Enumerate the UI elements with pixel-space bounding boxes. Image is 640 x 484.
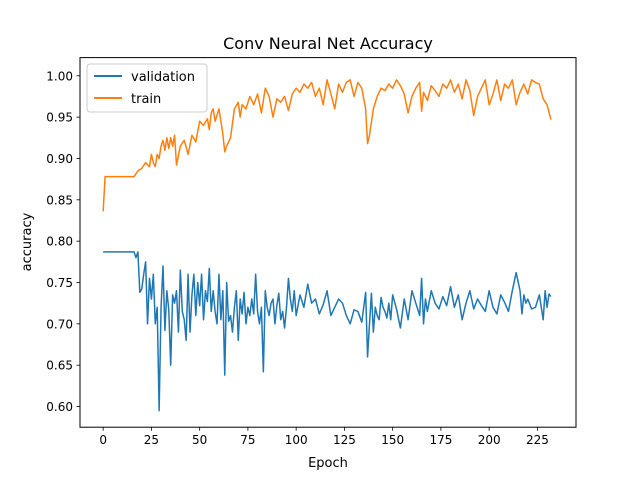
x-tick-label: 0 (99, 433, 107, 447)
y-tick-label: 0.60 (46, 400, 73, 414)
x-axis-label: Epoch (308, 456, 348, 471)
y-axis-label: accuracy (20, 212, 35, 271)
plot-frame (79, 57, 577, 428)
y-tick-label: 0.85 (46, 193, 73, 207)
x-tick-label: 125 (333, 433, 356, 447)
x-axis: 0 25 50 75 100 125 150 175 200 225 (99, 427, 549, 447)
y-tick-label: 0.75 (46, 276, 73, 290)
y-tick-label: 0.80 (46, 235, 73, 249)
y-tick-label: 0.95 (46, 111, 73, 125)
legend: validation train (86, 63, 208, 113)
legend-label-validation: validation (131, 70, 195, 85)
x-tick-label: 150 (381, 433, 404, 447)
chart-title: Conv Neural Net Accuracy (223, 34, 433, 53)
x-tick-label: 75 (240, 433, 255, 447)
x-tick-label: 100 (285, 433, 308, 447)
series-line-validation (103, 251, 552, 412)
x-tick-label: 225 (526, 433, 549, 447)
y-axis: 0.60 0.65 0.70 0.75 0.80 0.85 0.90 0.95 1.00 (46, 69, 80, 414)
x-tick-label: 25 (144, 433, 159, 447)
plot-series-layer (102, 79, 552, 412)
y-tick-label: 0.70 (46, 317, 73, 331)
legend-label-train: train (131, 92, 161, 107)
y-tick-label: 0.65 (46, 359, 73, 373)
y-tick-label: 1.00 (46, 69, 73, 83)
x-tick-label: 200 (478, 433, 501, 447)
series-line-train (102, 79, 552, 212)
x-tick-label: 50 (192, 433, 207, 447)
x-tick-label: 175 (429, 433, 452, 447)
y-tick-label: 0.90 (46, 152, 73, 166)
